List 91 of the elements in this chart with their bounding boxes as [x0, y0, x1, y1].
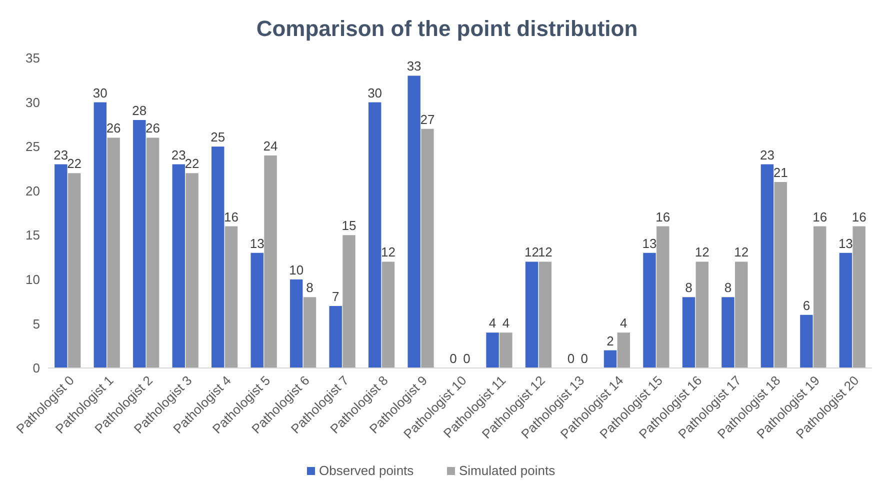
- bar: [486, 332, 499, 368]
- bar: [264, 155, 277, 368]
- data-label: 16: [656, 209, 670, 224]
- bar: [68, 173, 81, 368]
- bar: [224, 226, 238, 368]
- data-label: 22: [184, 156, 200, 172]
- data-label: 8: [685, 280, 692, 296]
- bar: [604, 350, 617, 368]
- bar: [382, 262, 395, 368]
- data-label: 23: [171, 147, 186, 162]
- y-tick-label: 0: [32, 360, 40, 376]
- data-label: 26: [106, 120, 121, 136]
- data-label: 12: [734, 244, 749, 260]
- data-label: 30: [368, 85, 382, 100]
- y-tick-label: 20: [26, 183, 40, 198]
- bar: [500, 332, 512, 368]
- data-label: 6: [802, 298, 810, 313]
- data-label: 21: [773, 165, 788, 180]
- y-tick-label: 10: [26, 272, 40, 287]
- bar: [212, 146, 224, 368]
- bar: [408, 76, 420, 368]
- bar: [760, 164, 774, 368]
- y-tick-label: 35: [26, 50, 40, 66]
- bar: [172, 164, 185, 368]
- data-label: 2: [606, 333, 614, 348]
- data-label: 13: [642, 236, 657, 251]
- chart-title: Comparison of the point distribution: [256, 16, 638, 41]
- data-label: 24: [263, 138, 278, 154]
- legend-label: Observed points: [319, 463, 414, 478]
- bar: [813, 226, 826, 368]
- data-label: 8: [724, 280, 732, 296]
- bar: [133, 120, 146, 368]
- data-label: 12: [694, 244, 710, 260]
- data-label: 16: [224, 209, 239, 224]
- data-label: 26: [146, 120, 160, 136]
- data-label: 16: [812, 209, 828, 224]
- data-label: 28: [132, 103, 147, 118]
- data-label: 30: [92, 85, 108, 100]
- data-label: 12: [524, 244, 540, 260]
- bar: [250, 252, 264, 368]
- legend-label: Simulated points: [459, 463, 556, 478]
- y-tick-label: 15: [26, 228, 40, 243]
- data-label: 8: [306, 280, 314, 296]
- bar: [774, 182, 787, 368]
- data-label: 25: [210, 130, 226, 145]
- bar: [421, 128, 434, 368]
- bar: [107, 138, 120, 368]
- data-label: 0: [450, 351, 457, 366]
- bar: [329, 306, 342, 368]
- bar: [303, 297, 316, 368]
- bar: [342, 235, 356, 368]
- data-label: 4: [620, 316, 628, 331]
- data-label: 4: [502, 316, 510, 331]
- y-tick-label: 5: [32, 316, 40, 332]
- data-label: 7: [332, 289, 340, 304]
- y-tick-label: 30: [26, 94, 40, 110]
- bar: [696, 262, 708, 368]
- bar: [186, 173, 198, 368]
- bar: [800, 314, 813, 368]
- bar: [54, 164, 68, 368]
- bar: [656, 226, 670, 368]
- bar: [643, 252, 656, 368]
- bar: [617, 332, 630, 368]
- data-label: 10: [289, 262, 304, 278]
- data-label: 0: [580, 351, 588, 366]
- data-label: 12: [380, 244, 396, 260]
- bar: [525, 262, 538, 368]
- bar: [839, 252, 852, 368]
- bar: [852, 226, 866, 368]
- data-label: 13: [250, 236, 264, 251]
- bar: [722, 297, 734, 368]
- data-label: 27: [420, 112, 435, 127]
- bar: [290, 279, 303, 368]
- data-label: 16: [852, 209, 866, 224]
- y-tick-label: 25: [26, 139, 40, 154]
- data-label: 22: [67, 156, 82, 172]
- data-label: 4: [488, 316, 496, 331]
- data-label: 23: [760, 147, 774, 162]
- bar: [94, 102, 107, 368]
- bar: [538, 262, 552, 368]
- bar: [682, 297, 696, 368]
- bar: [368, 102, 382, 368]
- data-label: 33: [406, 58, 422, 74]
- data-label: 0: [463, 351, 470, 366]
- bar: [735, 262, 748, 368]
- data-label: 15: [342, 218, 356, 234]
- data-label: 0: [567, 351, 575, 366]
- data-label: 23: [54, 147, 68, 162]
- data-label: 13: [838, 236, 853, 251]
- bar: [146, 138, 160, 368]
- data-label: 12: [538, 244, 552, 260]
